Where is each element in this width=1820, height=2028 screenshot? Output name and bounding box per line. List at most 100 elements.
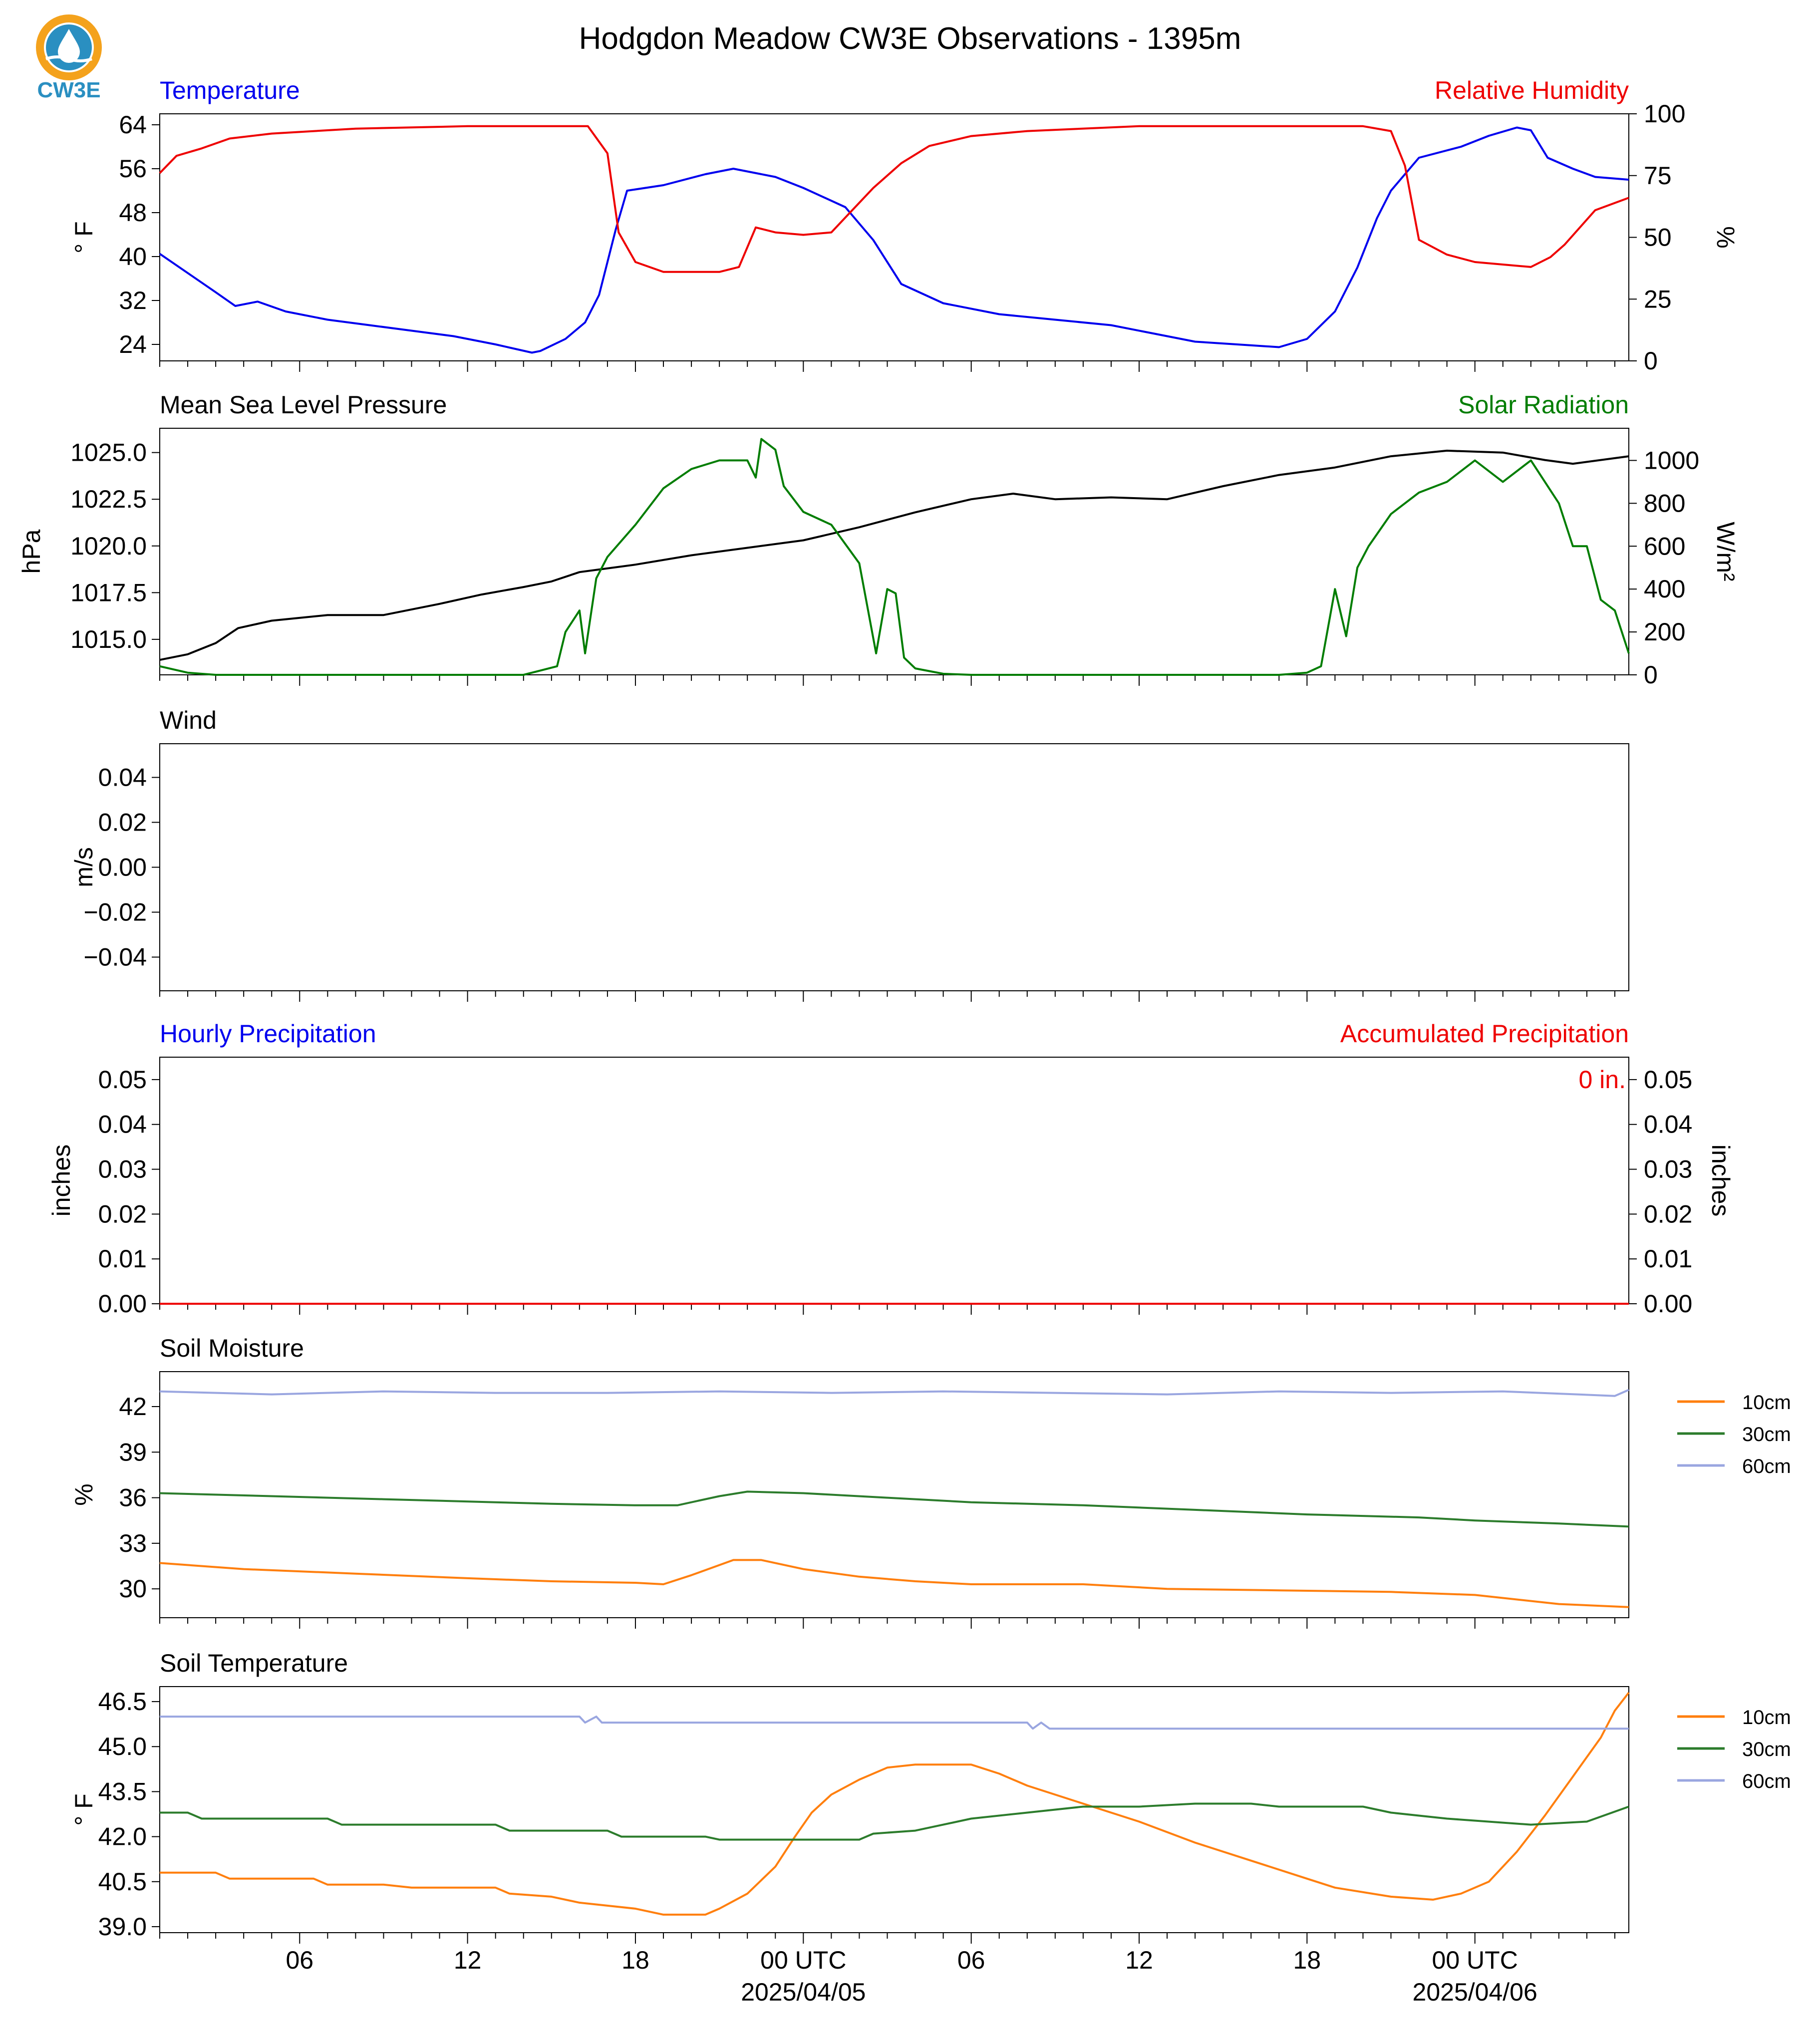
y-axis-label-left: m/s — [70, 847, 98, 887]
x-tick-label: 00 UTC — [760, 1946, 846, 1974]
logo-ring — [36, 14, 102, 80]
y-tick-label-left: 0.02 — [98, 1200, 147, 1228]
legend-label: 30cm — [1742, 1738, 1791, 1760]
panel-temperature: 64 56 48 40 32 24 100 75 50 25 0 Temperature Relativ… — [70, 76, 1740, 375]
y-axis-label-left: ° F — [70, 1793, 98, 1825]
panel-wind: 0.04 0.02 0.00 −0.02 −0.04 Wind m/s — [70, 706, 1629, 1002]
y-tick-label-left: 0.02 — [98, 809, 147, 837]
panel-title-left: Soil Moisture — [160, 1334, 304, 1362]
series-line-30cm — [159, 1490, 1629, 1528]
y-tick-label-left: 0.01 — [98, 1245, 147, 1273]
y-tick-label-left: 64 — [119, 111, 147, 139]
logo-wave — [45, 55, 92, 62]
x-date-label: 2025/04/06 — [1413, 1978, 1537, 2006]
y-tick-label-right: 0 — [1644, 661, 1658, 689]
y-axis-label-right: W/m² — [1712, 522, 1740, 581]
y-axis-label-left: ° F — [70, 221, 98, 253]
y-axis-label-left: % — [70, 1483, 98, 1505]
plot-frame — [159, 428, 1629, 675]
x-tick-label: 18 — [621, 1946, 649, 1974]
x-date-label: 2025/04/05 — [741, 1978, 866, 2006]
y-tick-label-right: 0.03 — [1644, 1156, 1692, 1183]
y-tick-label-left: 42 — [119, 1393, 147, 1421]
series-line-temperature — [159, 126, 1629, 354]
y-tick-label-right: 400 — [1644, 575, 1685, 603]
y-tick-label-right: 75 — [1644, 162, 1672, 190]
logo-text: CW3E — [37, 78, 100, 102]
panel-title-left: Mean Sea Level Pressure — [160, 391, 447, 419]
x-tick-label: 06 — [286, 1946, 313, 1974]
y-tick-label-right: 50 — [1644, 224, 1672, 252]
y-tick-label-left: 42.0 — [98, 1823, 147, 1851]
plot-frame — [159, 1371, 1629, 1618]
y-tick-label-left: −0.04 — [83, 943, 147, 971]
y-tick-label-left: 39 — [119, 1438, 147, 1466]
y-tick-label-left: 30 — [119, 1575, 147, 1603]
y-tick-label-left: 0.05 — [98, 1066, 147, 1094]
series-line-60cm — [159, 1389, 1629, 1397]
y-tick-label-left: 46.5 — [98, 1688, 147, 1716]
y-tick-label-left: 32 — [119, 287, 147, 314]
series-line-solar-radiation — [159, 438, 1630, 676]
panel-pressure-solar: 1025.0 1022.5 1020.0 1017.5 1015.0 1000 800 600… — [17, 391, 1740, 689]
y-tick-label-left: 1025.0 — [70, 439, 147, 467]
x-tick-label: 12 — [1125, 1946, 1153, 1974]
series-line-mean-sea-level-pressure — [159, 449, 1629, 661]
panel-soil-moisture: 42 39 36 33 30 Soil Moisture% 10cm 30cm 60cm — [70, 1334, 1791, 1629]
y-tick-label-right: 0.05 — [1644, 1066, 1692, 1094]
y-tick-label-left: 45.0 — [98, 1733, 147, 1760]
y-tick-label-left: −0.02 — [83, 898, 147, 926]
y-tick-label-left: 1017.5 — [70, 579, 147, 606]
y-tick-label-left: 39.0 — [98, 1913, 147, 1941]
y-tick-label-left: 40 — [119, 243, 147, 271]
panel-title-left: Wind — [160, 706, 217, 734]
series-line-60cm — [160, 1716, 1629, 1730]
y-axis-label-left: hPa — [17, 529, 45, 574]
y-axis-label-right: inches — [1707, 1145, 1735, 1217]
y-tick-label-left: 48 — [119, 199, 147, 227]
plot-frame — [159, 113, 1629, 361]
panel-precipitation: 0.05 0.04 0.03 0.02 0.01 0.00 0.05 0.04 0.03 0.02… — [47, 1020, 1735, 1318]
x-tick-label: 12 — [454, 1946, 482, 1974]
series-line-relative-humidity — [159, 125, 1629, 273]
legend-label: 10cm — [1742, 1392, 1791, 1414]
series-line-30cm — [160, 1802, 1629, 1841]
y-tick-label-left: 0.04 — [98, 1111, 147, 1139]
y-tick-label-right: 1000 — [1644, 446, 1699, 474]
series-line-10cm — [159, 1559, 1629, 1608]
y-tick-label-right: 800 — [1644, 489, 1685, 517]
x-tick-label: 18 — [1293, 1946, 1321, 1974]
y-tick-label-right: 200 — [1644, 618, 1685, 646]
plot-frame — [159, 743, 1629, 991]
legend-label: 60cm — [1742, 1770, 1791, 1792]
x-tick-label: 06 — [957, 1946, 985, 1974]
y-tick-label-left: 1020.0 — [70, 532, 147, 560]
y-tick-label-left: 36 — [119, 1484, 147, 1512]
y-tick-label-right: 0.02 — [1644, 1200, 1692, 1228]
y-axis-label-left: inches — [47, 1145, 75, 1217]
plot-frame — [159, 1057, 1629, 1304]
x-axis-labels: 06 12 18 00 UTC 06 12 18 00 UTC 2025/04/05 2025/0… — [286, 1946, 1537, 2006]
y-tick-label-left: 56 — [119, 155, 147, 183]
water-drop-icon — [58, 29, 80, 63]
accumulated-total-label: 0 in. — [1578, 1066, 1626, 1094]
y-tick-label-left: 1022.5 — [70, 485, 147, 513]
panel-title-left: Hourly Precipitation — [160, 1020, 376, 1048]
y-tick-label-right: 25 — [1644, 285, 1672, 313]
panel-soil-temperature: 46.5 45.0 43.5 42.0 40.5 39.0 Soil Temperature… — [70, 1649, 1791, 1944]
y-tick-label-left: 33 — [119, 1529, 147, 1557]
y-tick-label-left: 43.5 — [98, 1777, 147, 1805]
y-tick-label-right: 0.00 — [1644, 1290, 1692, 1318]
series-line-10cm — [160, 1692, 1630, 1916]
panel-title-right: Accumulated Precipitation — [1340, 1020, 1629, 1048]
y-tick-label-right: 0.04 — [1644, 1111, 1692, 1139]
y-tick-label-right: 600 — [1644, 532, 1685, 560]
y-tick-label-left: 0.00 — [98, 1290, 147, 1318]
legend-label: 10cm — [1742, 1707, 1791, 1729]
y-tick-label-right: 0 — [1644, 347, 1658, 375]
y-tick-label-left: 0.03 — [98, 1156, 147, 1183]
panel-title-left: Temperature — [160, 76, 300, 104]
y-tick-label-left: 24 — [119, 330, 147, 358]
plot-frame — [159, 1686, 1629, 1933]
